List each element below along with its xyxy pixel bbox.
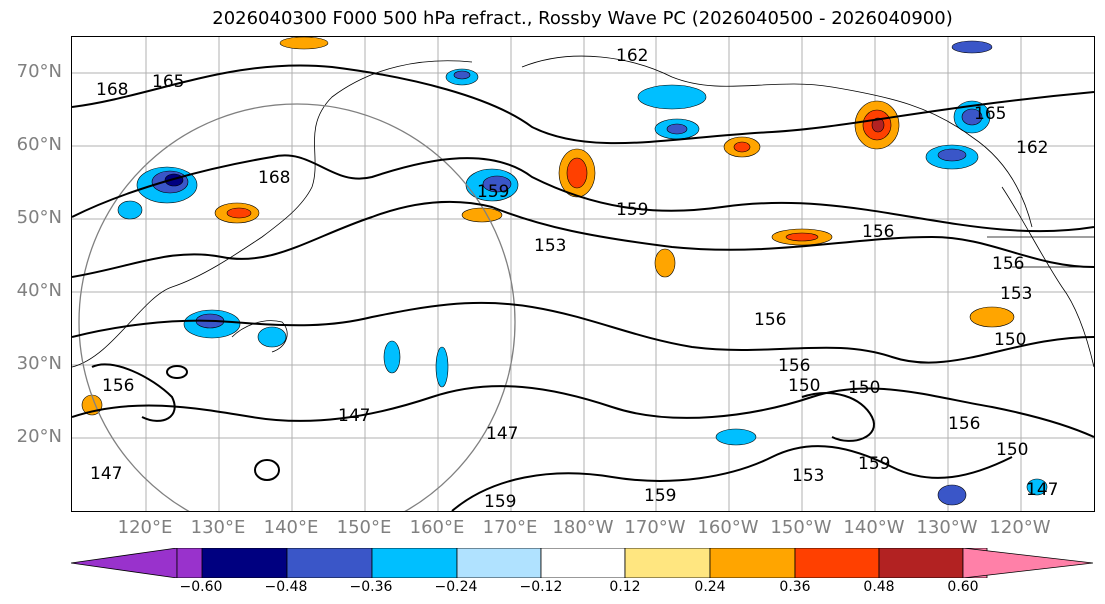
contour-label: 150 bbox=[848, 378, 880, 398]
colorbar-tick: −0.12 bbox=[519, 579, 563, 595]
lon-label-130e: 130°E bbox=[190, 517, 246, 538]
contour-lines bbox=[72, 64, 1094, 511]
colorbar-swatch bbox=[878, 548, 964, 578]
lon-label-170e: 170°E bbox=[482, 517, 538, 538]
lat-label-20n: 20°N bbox=[16, 426, 62, 447]
colorbar-extend-high bbox=[962, 548, 1093, 578]
colorbar bbox=[71, 548, 1093, 578]
contour-label: 153 bbox=[792, 466, 824, 486]
contour-label: 156 bbox=[862, 222, 894, 242]
contour-label: 168 bbox=[258, 168, 290, 188]
contour-label: 159 bbox=[644, 486, 676, 506]
colorbar-tick: 0.60 bbox=[947, 579, 979, 595]
lon-label-150w: 150°W bbox=[770, 517, 832, 538]
contour-label: 159 bbox=[484, 492, 516, 511]
lon-label-130w: 130°W bbox=[916, 517, 978, 538]
lat-label-40n: 40°N bbox=[16, 280, 62, 301]
contour-label: 156 bbox=[948, 414, 980, 434]
map-canvas: 162 168 165 168 165 162 159 159 153 156 … bbox=[72, 37, 1094, 511]
contour-label: 159 bbox=[616, 200, 648, 220]
colorbar-tick: −0.36 bbox=[349, 579, 393, 595]
contour-label: 156 bbox=[992, 254, 1024, 274]
colorbar-tick: 0.36 bbox=[779, 579, 811, 595]
contour-label: 168 bbox=[96, 80, 128, 100]
contour-label: 147 bbox=[486, 424, 518, 444]
contour-label: 156 bbox=[778, 356, 810, 376]
colorbar-tick: −0.48 bbox=[264, 579, 308, 595]
colorbar-swatch bbox=[540, 548, 626, 578]
lat-label-70n: 70°N bbox=[16, 61, 62, 82]
colorbar-swatch bbox=[286, 548, 373, 578]
lon-label-140w: 140°W bbox=[843, 517, 905, 538]
contour-label: 159 bbox=[477, 182, 509, 202]
contour-label: 162 bbox=[1016, 138, 1048, 158]
colorbar-tick: 0.12 bbox=[609, 579, 641, 595]
contour-label: 150 bbox=[994, 330, 1026, 350]
reference-circle bbox=[78, 103, 516, 511]
lat-label-30n: 30°N bbox=[16, 353, 62, 374]
colorbar-swatch bbox=[794, 548, 880, 578]
colorbar-swatch bbox=[624, 548, 711, 578]
contour-label: 159 bbox=[858, 454, 890, 474]
colorbar-swatch bbox=[456, 548, 542, 578]
coastlines bbox=[72, 55, 1094, 368]
contour-label: 153 bbox=[534, 236, 566, 256]
lon-label-160w: 160°W bbox=[697, 517, 759, 538]
colorbar-tick: −0.24 bbox=[434, 579, 478, 595]
contour-label: 147 bbox=[90, 464, 122, 484]
lon-label-120w: 120°W bbox=[989, 517, 1051, 538]
contour-label: 150 bbox=[996, 440, 1028, 460]
lon-label-120e: 120°E bbox=[117, 517, 173, 538]
lon-label-140e: 140°E bbox=[263, 517, 319, 538]
graticule bbox=[72, 37, 1094, 511]
lat-label-50n: 50°N bbox=[16, 207, 62, 228]
colorbar-tick: 0.24 bbox=[694, 579, 726, 595]
contour-label: 147 bbox=[338, 406, 370, 426]
colorbar-swatch bbox=[371, 548, 458, 578]
contour-label: 162 bbox=[616, 46, 648, 66]
colorbar-swatch bbox=[201, 548, 288, 578]
lon-label-150e: 150°E bbox=[336, 517, 392, 538]
lon-label-180w: 180°W bbox=[552, 517, 614, 538]
lat-label-60n: 60°N bbox=[16, 134, 62, 155]
contour-label: 165 bbox=[974, 104, 1006, 124]
contour-labels: 162 168 165 168 165 162 159 159 153 156 … bbox=[90, 46, 1058, 511]
colorbar-tick: −0.60 bbox=[179, 579, 223, 595]
map-title: 2026040300 F000 500 hPa refract., Rossby… bbox=[212, 8, 953, 29]
contour-label: 156 bbox=[754, 310, 786, 330]
colorbar-swatch bbox=[709, 548, 796, 578]
colorbar-extend-low bbox=[71, 548, 178, 578]
lon-label-170w: 170°W bbox=[624, 517, 686, 538]
colorbar-tick: 0.48 bbox=[863, 579, 895, 595]
contour-label: 153 bbox=[1000, 284, 1032, 304]
shaded-patches bbox=[81, 37, 1048, 506]
contour-label: 147 bbox=[1026, 480, 1058, 500]
lon-label-160e: 160°E bbox=[409, 517, 465, 538]
contour-label: 150 bbox=[788, 376, 820, 396]
contour-label: 165 bbox=[152, 72, 184, 92]
contour-label: 156 bbox=[102, 376, 134, 396]
map-panel[interactable]: 162 168 165 168 165 162 159 159 153 156 … bbox=[71, 36, 1095, 512]
